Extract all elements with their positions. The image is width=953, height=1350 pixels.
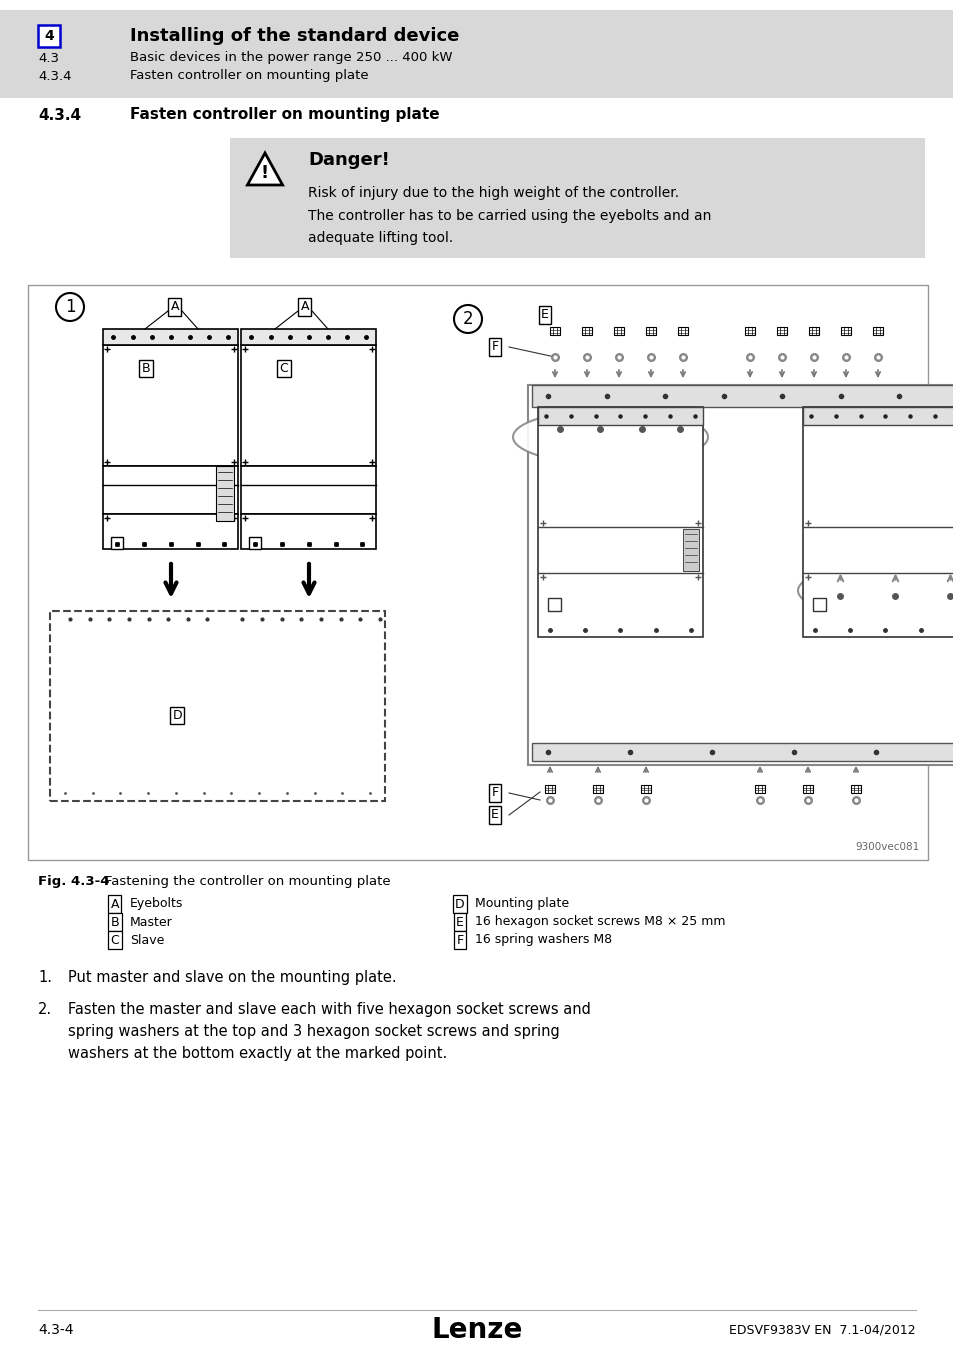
Bar: [851, 784, 860, 792]
Text: 1.: 1.: [38, 971, 52, 986]
Bar: [550, 327, 559, 335]
Bar: [527, 385, 953, 765]
Text: F: F: [491, 787, 498, 799]
Text: 4: 4: [44, 28, 53, 43]
Bar: [103, 346, 238, 466]
Text: Installing of the standard device: Installing of the standard device: [130, 27, 459, 45]
Bar: [38, 26, 60, 47]
Bar: [802, 406, 953, 425]
Text: Danger!: Danger!: [308, 151, 390, 169]
Bar: [532, 743, 953, 761]
Circle shape: [454, 305, 481, 333]
Bar: [103, 466, 238, 514]
Text: D: D: [455, 898, 464, 910]
Bar: [581, 327, 591, 335]
Text: A: A: [300, 301, 309, 313]
Bar: [545, 784, 554, 792]
Text: 4.3.4: 4.3.4: [38, 108, 81, 123]
Bar: [537, 406, 702, 425]
Text: D: D: [172, 709, 182, 722]
Text: Fig. 4.3-4: Fig. 4.3-4: [38, 876, 110, 888]
Bar: [103, 329, 238, 346]
Bar: [50, 612, 385, 801]
Text: 4.3: 4.3: [38, 51, 59, 65]
Ellipse shape: [797, 563, 953, 618]
Text: washers at the bottom exactly at the marked point.: washers at the bottom exactly at the mar…: [68, 1046, 447, 1061]
Bar: [230, 138, 924, 258]
Text: Fasten controller on mounting plate: Fasten controller on mounting plate: [130, 108, 439, 123]
Text: E: E: [491, 809, 498, 822]
Text: 16 spring washers M8: 16 spring washers M8: [475, 933, 612, 946]
Text: B: B: [142, 362, 151, 375]
Text: Fasten the master and slave each with five hexagon socket screws and: Fasten the master and slave each with fi…: [68, 1002, 590, 1017]
Text: adequate lifting tool.: adequate lifting tool.: [308, 231, 453, 244]
Bar: [744, 327, 754, 335]
Text: 4.3-4: 4.3-4: [38, 1323, 73, 1336]
Ellipse shape: [513, 409, 707, 464]
Bar: [547, 598, 560, 610]
Bar: [216, 466, 234, 521]
Text: 2.: 2.: [38, 1002, 52, 1017]
Bar: [537, 406, 702, 637]
Polygon shape: [247, 153, 282, 185]
Text: E: E: [456, 915, 463, 929]
Bar: [812, 598, 825, 610]
Bar: [112, 537, 123, 549]
Text: Slave: Slave: [130, 933, 164, 946]
Bar: [640, 784, 650, 792]
Bar: [614, 327, 623, 335]
Text: Risk of injury due to the high weight of the controller.: Risk of injury due to the high weight of…: [308, 186, 679, 200]
Text: 9300vec081: 9300vec081: [855, 842, 919, 852]
Text: B: B: [111, 915, 119, 929]
Bar: [777, 327, 786, 335]
Text: spring washers at the top and 3 hexagon socket screws and spring: spring washers at the top and 3 hexagon …: [68, 1025, 559, 1040]
Text: E: E: [540, 309, 548, 321]
Text: C: C: [279, 362, 288, 375]
Bar: [841, 327, 850, 335]
Circle shape: [56, 293, 84, 321]
Bar: [755, 784, 763, 792]
Bar: [802, 406, 953, 637]
Bar: [682, 529, 699, 571]
Bar: [241, 514, 376, 549]
Text: Master: Master: [130, 915, 172, 929]
Text: A: A: [111, 898, 119, 910]
Bar: [645, 327, 656, 335]
Bar: [872, 327, 882, 335]
Bar: [532, 385, 953, 406]
Text: Put master and slave on the mounting plate.: Put master and slave on the mounting pla…: [68, 971, 396, 986]
Bar: [241, 466, 376, 514]
Text: A: A: [171, 301, 179, 313]
Text: F: F: [456, 933, 463, 946]
Text: F: F: [491, 340, 498, 354]
Bar: [802, 784, 812, 792]
Bar: [593, 784, 602, 792]
Bar: [241, 346, 376, 466]
Text: Lenze: Lenze: [431, 1316, 522, 1345]
Text: Fasten controller on mounting plate: Fasten controller on mounting plate: [130, 69, 368, 82]
Bar: [0, 9, 953, 99]
Text: 16 hexagon socket screws M8 × 25 mm: 16 hexagon socket screws M8 × 25 mm: [475, 915, 724, 929]
Bar: [28, 285, 927, 860]
Text: Basic devices in the power range 250 ... 400 kW: Basic devices in the power range 250 ...…: [130, 51, 452, 65]
Text: Mounting plate: Mounting plate: [475, 898, 569, 910]
Text: 4.3.4: 4.3.4: [38, 69, 71, 82]
Text: Eyebolts: Eyebolts: [130, 898, 183, 910]
Bar: [241, 329, 376, 346]
Bar: [250, 537, 261, 549]
Text: Fastening the controller on mounting plate: Fastening the controller on mounting pla…: [105, 876, 390, 888]
Text: The controller has to be carried using the eyebolts and an: The controller has to be carried using t…: [308, 209, 711, 223]
Bar: [678, 327, 687, 335]
Text: C: C: [111, 933, 119, 946]
Text: !: !: [261, 163, 269, 182]
Text: 2: 2: [462, 310, 473, 328]
Text: 1: 1: [65, 298, 75, 316]
Bar: [808, 327, 818, 335]
Text: EDSVF9383V EN  7.1-04/2012: EDSVF9383V EN 7.1-04/2012: [729, 1323, 915, 1336]
Bar: [103, 514, 238, 549]
